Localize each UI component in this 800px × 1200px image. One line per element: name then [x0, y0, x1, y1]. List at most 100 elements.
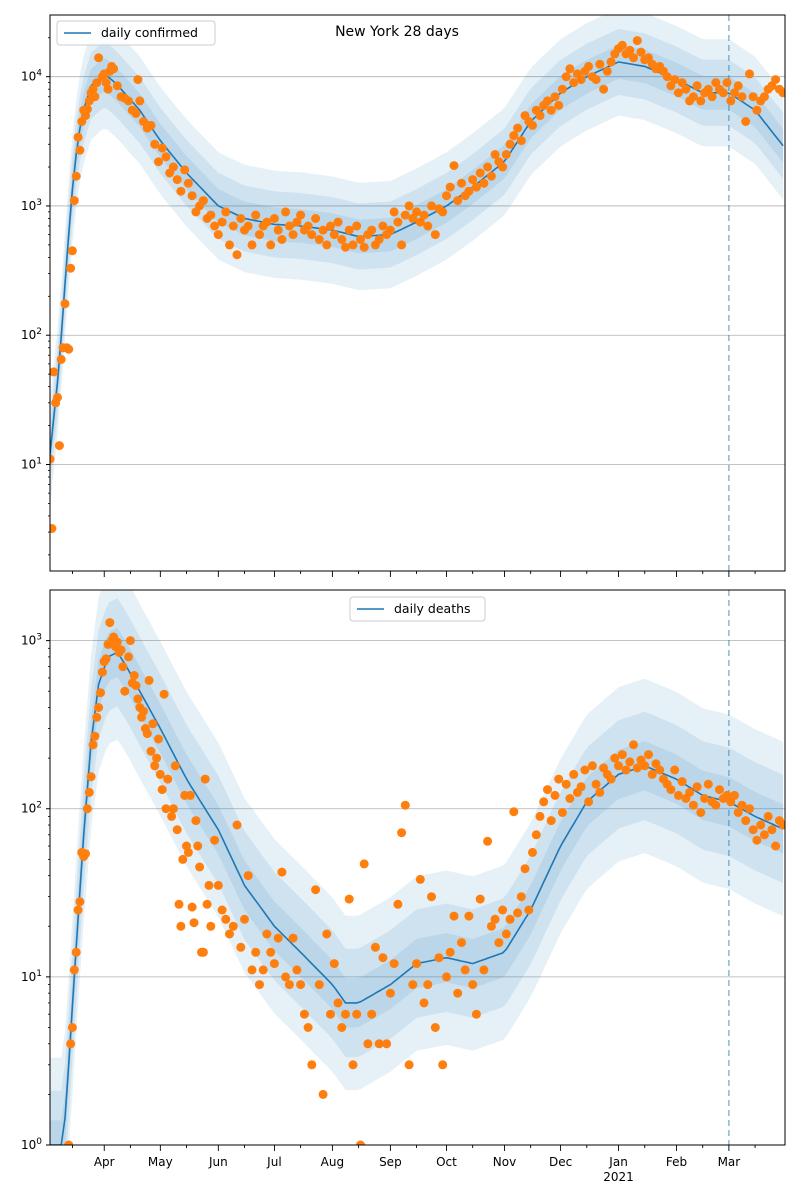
observation-point	[125, 636, 135, 646]
observation-point	[50, 524, 57, 533]
observation-point	[703, 779, 713, 789]
observation-point	[382, 1039, 392, 1049]
observation-point	[408, 214, 418, 223]
observation-point	[133, 75, 143, 85]
observation-point	[348, 240, 358, 250]
observation-point	[221, 914, 231, 924]
axes-frame	[49, 589, 786, 1146]
observation-point	[157, 785, 167, 795]
observation-point	[591, 75, 601, 85]
observation-point	[516, 136, 526, 146]
observation-point	[748, 825, 758, 835]
observation-point	[204, 880, 214, 890]
observation-point	[144, 675, 154, 685]
observation-point	[457, 938, 466, 948]
observation-point	[150, 139, 160, 149]
observation-point	[146, 120, 156, 130]
observation-point	[397, 240, 407, 250]
figure-title: New York 28 days	[335, 24, 459, 40]
observation-point	[236, 214, 246, 223]
observation-point	[677, 777, 687, 787]
observation-point	[161, 804, 171, 814]
observation-point	[344, 225, 354, 235]
observation-point	[88, 740, 98, 750]
observation-point	[561, 779, 571, 789]
observation-point	[154, 734, 163, 744]
x-tick-label: Jan	[608, 1155, 628, 1169]
observation-point	[109, 64, 119, 74]
observation-point	[247, 240, 257, 250]
observation-point	[232, 820, 242, 830]
observation-point	[318, 1089, 328, 1099]
observation-point	[303, 221, 313, 231]
observation-point	[54, 441, 64, 451]
observation-point	[423, 980, 433, 990]
observation-point	[243, 221, 253, 231]
observation-point	[546, 105, 556, 115]
observation-point	[610, 753, 620, 763]
uncertainty-band	[50, 590, 784, 1145]
observation-point	[135, 96, 145, 106]
observation-point	[157, 143, 167, 153]
observation-point	[217, 217, 227, 227]
observation-point	[408, 980, 418, 990]
legend-box	[56, 20, 216, 46]
observation-point	[292, 217, 302, 227]
observation-point	[412, 207, 422, 217]
observation-point	[341, 242, 350, 252]
observation-point	[550, 790, 560, 800]
observation-point	[449, 911, 459, 921]
observation-point	[180, 165, 190, 175]
observation-point	[251, 210, 261, 220]
observation-point	[756, 820, 766, 830]
observation-point	[154, 157, 163, 167]
observation-point	[356, 1140, 365, 1145]
observation-point	[168, 804, 178, 814]
observation-point	[599, 84, 609, 94]
observation-point	[116, 645, 126, 655]
observation-point	[303, 1023, 313, 1032]
observation-point	[97, 667, 107, 677]
observation-point	[415, 874, 425, 884]
observation-point	[419, 998, 429, 1008]
observation-point	[266, 240, 276, 250]
observation-point	[255, 980, 264, 990]
observation-point	[258, 965, 268, 975]
observation-point	[505, 914, 515, 924]
observation-point	[273, 225, 283, 235]
observation-point	[763, 811, 773, 821]
observation-point	[299, 1009, 309, 1019]
observation-point	[516, 892, 526, 902]
observation-point	[161, 152, 171, 162]
observation-point	[430, 1023, 440, 1032]
observation-point	[178, 854, 188, 864]
observation-point	[531, 830, 541, 840]
x-tick-label: Dec	[549, 1155, 572, 1169]
legend: daily deaths	[349, 596, 486, 622]
y-tick-label: 102	[21, 801, 42, 816]
observation-point	[172, 175, 182, 185]
observation-point	[632, 763, 642, 773]
observation-point	[430, 230, 440, 240]
observation-point	[629, 53, 638, 63]
observation-point	[662, 72, 672, 82]
uncertainty-band	[50, 28, 784, 488]
axes-frame	[49, 14, 786, 572]
observation-point	[389, 959, 399, 969]
observation-point	[322, 240, 332, 250]
uncertainty-band	[50, 627, 784, 1145]
observation-point	[296, 980, 306, 990]
observation-point	[438, 207, 448, 217]
observation-point	[445, 182, 455, 192]
observation-point	[644, 750, 653, 760]
y-tick-label: 101	[21, 456, 42, 471]
observation-point	[569, 78, 579, 88]
observation-point	[167, 811, 177, 821]
observation-point	[576, 782, 586, 792]
observation-point	[445, 947, 455, 957]
observation-point	[707, 92, 717, 102]
observation-point	[221, 207, 231, 217]
observation-point	[66, 1039, 76, 1049]
observation-point	[520, 864, 530, 874]
